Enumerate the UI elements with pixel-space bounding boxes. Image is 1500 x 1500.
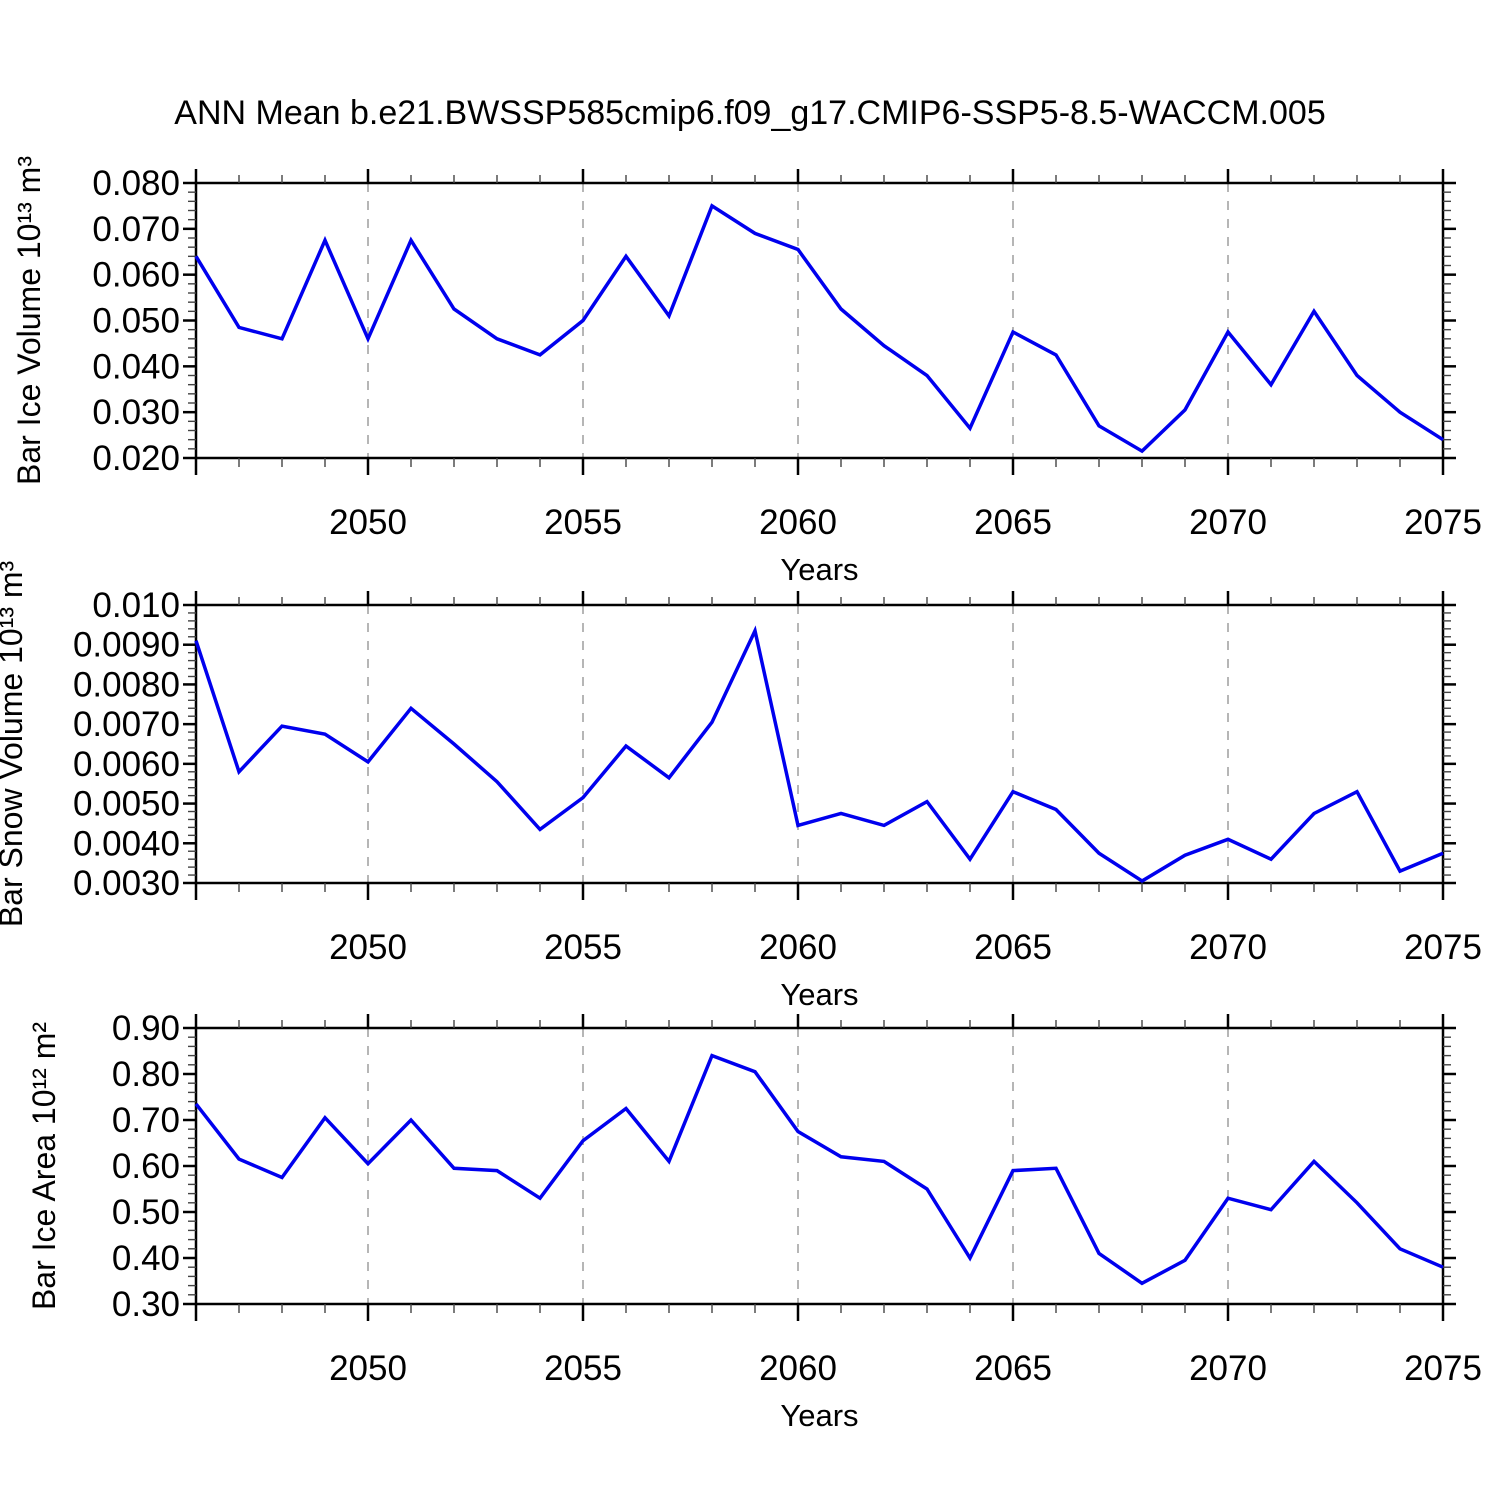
x-tick-label: 2050 — [329, 1349, 407, 1388]
panel-3: 0.90 0.80 0.70 0.60 0.50 0.40 0.30 2050 2055 2060… — [26, 1009, 1482, 1433]
x-tick-label: 2070 — [1189, 503, 1267, 542]
x-tick-label: 2075 — [1404, 503, 1482, 542]
y-tick-label: 0.40 — [112, 1239, 180, 1278]
plot-frame — [194, 181, 1445, 460]
y-tick-label: 0.060 — [92, 256, 180, 295]
x-tick-label: 2055 — [544, 928, 622, 967]
x-axis-title: Years — [780, 552, 858, 587]
y-axis-title: Bar Ice Area 10¹² m² — [26, 1022, 62, 1310]
data-line — [194, 1053, 1444, 1286]
x-tick-label: 2065 — [974, 928, 1052, 967]
panel-2: 0.0100.00900.00800.00700.00600.00500.004… — [0, 560, 1482, 1012]
plot-frame — [194, 603, 1445, 885]
x-tick-label: 2075 — [1404, 1349, 1482, 1388]
x-tick-label: 2050 — [329, 928, 407, 967]
y-tick-label: 0.0080 — [73, 665, 180, 704]
y-tick-label: 0.60 — [112, 1147, 180, 1186]
y-tick-label: 0.30 — [112, 1285, 180, 1324]
y-tick-label: 0.080 — [92, 164, 180, 203]
chart-title: ANN Mean b.e21.BWSSP585cmip6.f09_g17.CMI… — [174, 94, 1326, 132]
x-tick-label: 2055 — [544, 1349, 622, 1388]
y-tick-label: 0.020 — [92, 439, 180, 478]
y-tick-label: 0.010 — [92, 586, 180, 625]
x-tick-label: 2070 — [1189, 1349, 1267, 1388]
y-tick-label: 0.0040 — [73, 824, 180, 863]
y-tick-label: 0.070 — [92, 210, 180, 249]
x-tick-label: 2065 — [974, 503, 1052, 542]
x-tick-label: 2060 — [759, 503, 837, 542]
x-axis-title: Years — [780, 1398, 858, 1433]
y-tick-label: 0.50 — [112, 1193, 180, 1232]
y-tick-label: 0.040 — [92, 347, 180, 386]
y-tick-label: 0.050 — [92, 302, 180, 341]
x-tick-label: 2075 — [1404, 928, 1482, 967]
y-tick-label: 0.030 — [92, 393, 180, 432]
x-tick-label: 2050 — [329, 503, 407, 542]
y-tick-label: 0.90 — [112, 1009, 180, 1048]
x-tick-label: 2060 — [759, 928, 837, 967]
y-tick-label: 0.70 — [112, 1101, 180, 1140]
x-tick-label: 2060 — [759, 1349, 837, 1388]
y-tick-label: 0.80 — [112, 1055, 180, 1094]
plot-frame — [194, 1026, 1445, 1306]
y-tick-label: 0.0060 — [73, 745, 180, 784]
y-tick-label: 0.0030 — [73, 864, 180, 903]
x-tick-label: 2065 — [974, 1349, 1052, 1388]
y-axis-title: Bar Ice Volume 10¹³ m³ — [11, 156, 47, 485]
x-tick-label: 2070 — [1189, 928, 1267, 967]
data-line — [194, 625, 1444, 884]
y-tick-label: 0.0070 — [73, 705, 180, 744]
y-tick-label: 0.0090 — [73, 626, 180, 665]
y-axis-title: Bar Snow Volume 10¹³ m³ — [0, 560, 29, 927]
y-tick-label: 0.0050 — [73, 785, 180, 824]
data-line — [194, 203, 1444, 454]
panel-1: 0.080 0.070 0.060 0.050 0.040 0.030 0.020 2050 2… — [11, 156, 1482, 587]
x-axis-title: Years — [780, 977, 858, 1012]
x-tick-label: 2055 — [544, 503, 622, 542]
